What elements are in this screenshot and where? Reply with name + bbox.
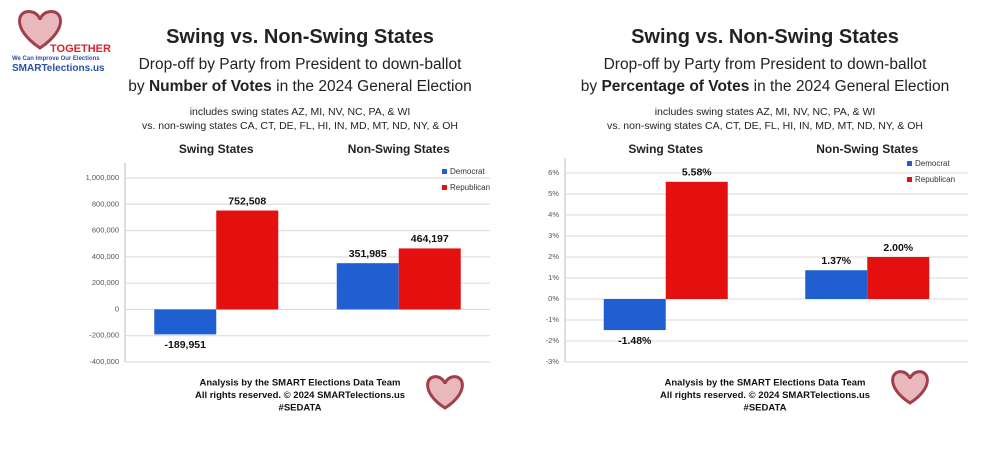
legend-swatch (442, 169, 447, 174)
category-label: Non-Swing States (348, 142, 450, 156)
footer: #SEDATA (744, 403, 787, 414)
footer: All rights reserved. © 2024 SMARTelectio… (195, 390, 405, 401)
y-tick-label: 3% (548, 231, 559, 240)
y-tick-label: 5% (548, 189, 559, 198)
y-tick-label: 2% (548, 252, 559, 261)
legend-swatch (442, 185, 447, 190)
bar (805, 270, 868, 299)
y-tick-label: -200,000 (89, 331, 119, 340)
y-tick-label: -1% (546, 315, 560, 324)
subtitle-part: by (128, 78, 145, 95)
subtitle: by Percentage of Votes in the 2024 Gener… (545, 78, 985, 96)
subtitle: by Number of Votes in the 2024 General E… (100, 78, 500, 96)
value-label: 464,197 (411, 233, 449, 245)
legend-swatch (907, 161, 912, 166)
footer-heart (426, 370, 929, 410)
subtitle-part: Number of Votes (148, 78, 272, 95)
legend-label: Republican (915, 175, 955, 184)
value-label: 5.58% (682, 167, 712, 179)
legend-label: Democrat (915, 159, 950, 168)
note: vs. non-swing states CA, CT, DE, FL, HI,… (141, 120, 459, 132)
footer: Analysis by the SMART Elections Data Tea… (200, 378, 401, 389)
value-label: -189,951 (165, 339, 207, 351)
logo-url: SMARTelections.us (12, 63, 105, 74)
category-label: Non-Swing States (816, 142, 918, 156)
bar (665, 181, 728, 299)
logo-heart (18, 10, 62, 50)
y-tick-label: -3% (546, 357, 560, 366)
note: includes swing states AZ, MI, NV, NC, PA… (654, 106, 876, 118)
value-label: 351,985 (349, 248, 387, 260)
chart-title: Swing vs. Non-Swing States (166, 26, 434, 48)
subtitle-part: by (580, 78, 598, 95)
note: vs. non-swing states CA, CT, DE, FL, HI,… (606, 120, 924, 132)
bar (398, 248, 461, 310)
legend-label: Democrat (450, 167, 485, 176)
y-tick-label: 600,000 (92, 226, 119, 235)
y-tick-label: -2% (546, 336, 560, 345)
y-tick-label: 6% (548, 168, 559, 177)
y-tick-label: 800,000 (92, 199, 119, 208)
value-label: 752,508 (228, 195, 266, 207)
bar (603, 299, 666, 331)
y-tick-label: -400,000 (89, 357, 119, 366)
subtitle-part: Percentage of Votes (601, 78, 750, 95)
value-label: -1.48% (618, 335, 652, 347)
value-label: 2.00% (883, 242, 913, 254)
y-tick-label: 1,000,000 (86, 173, 119, 182)
subtitle-part: in the 2024 General Election (753, 78, 950, 95)
bar (867, 257, 930, 299)
bar (154, 309, 217, 335)
subtitle: Drop-off by Party from President to down… (138, 56, 462, 73)
subtitle: Drop-off by Party from President to down… (603, 56, 927, 73)
category-label: Swing States (179, 142, 254, 156)
category-label: Swing States (628, 142, 703, 156)
bar (336, 263, 399, 310)
footer: All rights reserved. © 2024 SMARTelectio… (660, 390, 870, 401)
legend-label: Republican (450, 183, 490, 192)
logo-name: TOGETHER (50, 43, 111, 55)
footer: Analysis by the SMART Elections Data Tea… (665, 378, 866, 389)
y-tick-label: 400,000 (92, 252, 119, 261)
logo-tagline: We Can Improve Our Elections (12, 56, 100, 62)
bar (216, 210, 279, 310)
y-tick-label: 200,000 (92, 278, 119, 287)
footer: #SEDATA (279, 403, 322, 414)
legend-swatch (907, 177, 912, 182)
note: includes swing states AZ, MI, NV, NC, PA… (189, 106, 411, 118)
chart-title: Swing vs. Non-Swing States (631, 26, 899, 48)
subtitle-part: in the 2024 General Election (276, 78, 472, 95)
value-label: 1.37% (821, 255, 851, 267)
y-tick-label: 4% (548, 210, 559, 219)
y-tick-label: 1% (548, 273, 559, 282)
y-tick-label: 0 (115, 304, 119, 313)
y-tick-label: 0% (548, 294, 559, 303)
